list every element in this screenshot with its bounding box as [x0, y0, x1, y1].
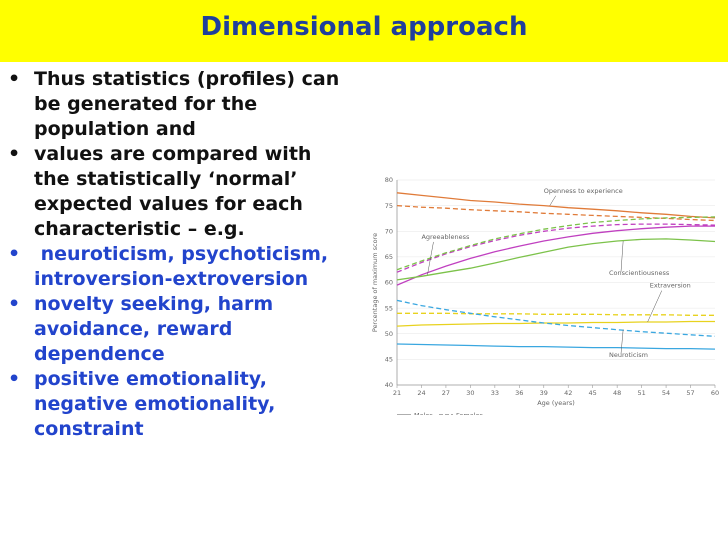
bullet-list: • Thus statistics (profiles) can be genera…	[8, 67, 358, 442]
x-tick-label: 54	[662, 389, 670, 397]
annotation-label: Openness to experience	[544, 187, 623, 195]
bullet-dot-icon: •	[8, 68, 21, 90]
bullet-line: values are compared with	[34, 143, 312, 165]
annotation-leader	[620, 329, 624, 354]
bullet-line: dependence	[34, 343, 165, 365]
y-tick-label: 50	[385, 330, 393, 338]
x-tick-label: 33	[491, 389, 499, 397]
series-line	[396, 225, 715, 286]
series-line	[396, 320, 715, 327]
x-tick-label: 21	[393, 389, 401, 397]
x-tick-label: 30	[466, 389, 474, 397]
bullet-line: characteristic – e.g.	[34, 218, 245, 240]
bullet-line: be generated for the	[34, 93, 258, 115]
annotation-leader	[647, 290, 662, 323]
bullet-line: positive emotionality,	[34, 368, 267, 390]
bullet-line: Thus statistics (profiles) can	[34, 68, 340, 90]
slide-title: Dimensional approach	[200, 12, 528, 42]
x-tick-label: 51	[637, 389, 645, 397]
bullet-item: • values are compared with the statistical…	[8, 142, 358, 242]
bullet-line: introversion-extroversion	[34, 268, 309, 290]
y-tick-label: 75	[385, 202, 393, 210]
series-line	[396, 223, 716, 273]
annotation-leader	[427, 241, 434, 275]
x-tick-label: 27	[442, 389, 450, 397]
bullet-line: expected values for each	[34, 193, 303, 215]
y-tick-label: 80	[385, 176, 393, 184]
series-line	[396, 343, 716, 350]
y-tick-label: 40	[385, 381, 393, 389]
legend-males-label: Males	[414, 411, 433, 415]
x-tick-label: 42	[564, 389, 572, 397]
series-line	[396, 204, 716, 222]
personality-trait-chart: 40 45 50 55 60 65 70 75 80 21 24 27 30 33 36 39 42 45 48 51…	[365, 165, 725, 415]
series-line	[396, 238, 716, 281]
y-tick-label: 45	[385, 356, 393, 364]
bullet-line: the statistically ‘normal’	[34, 168, 298, 190]
x-axis-label: Age (years)	[537, 399, 575, 407]
bullet-line: population and	[34, 118, 196, 140]
bullet-item: • neuroticism, psychoticism, introversion…	[8, 242, 358, 292]
x-tick-label: 48	[613, 389, 621, 397]
bullet-line: avoidance, reward	[34, 318, 233, 340]
bullet-dot-icon: •	[8, 143, 21, 165]
series-line	[397, 312, 715, 316]
bullet-dot-icon: •	[8, 243, 21, 265]
annotation-label: Conscientiousness	[609, 269, 670, 277]
y-tick-label: 60	[385, 279, 393, 287]
annotation-leader	[549, 195, 556, 206]
annotation-label: Agreeableness	[421, 233, 470, 241]
series-line	[396, 192, 716, 219]
y-tick-label: 55	[385, 304, 393, 312]
bullet-line: constraint	[34, 418, 144, 440]
legend-females-label: Females	[456, 411, 484, 415]
bullet-item: • Thus statistics (profiles) can be genera…	[8, 67, 358, 142]
x-tick-label: 45	[589, 389, 597, 397]
annotation-label: Extraversion	[650, 282, 691, 290]
x-tick-label: 24	[417, 389, 425, 397]
bullet-dot-icon: •	[8, 368, 21, 390]
y-axis-label: Percentage of maximum score	[371, 233, 379, 332]
y-tick-label: 70	[385, 227, 393, 235]
annotation-leader	[620, 240, 624, 272]
series-line	[396, 216, 716, 271]
x-tick-label: 36	[515, 389, 523, 397]
bullet-dot-icon: •	[8, 293, 21, 315]
y-tick-label: 65	[385, 253, 393, 261]
bullet-line: neuroticism, psychoticism,	[34, 243, 329, 265]
x-tick-label: 57	[686, 389, 694, 397]
x-tick-label: 39	[540, 389, 548, 397]
bullet-line: novelty seeking, harm	[34, 293, 274, 315]
title-bar	[0, 0, 728, 62]
chart-svg: 40 45 50 55 60 65 70 75 80 21 24 27 30 33 36 39 42 45 48 51…	[365, 165, 725, 415]
bullet-line: negative emotionality,	[34, 393, 276, 415]
series-line	[396, 299, 716, 337]
x-tick-label: 60	[711, 389, 719, 397]
annotation-label: Neuroticism	[609, 351, 648, 359]
bullet-item: • positive emotionality, negative emotiona…	[8, 367, 358, 442]
bullet-item: • novelty seeking, harm avoidance, reward d…	[8, 292, 358, 367]
